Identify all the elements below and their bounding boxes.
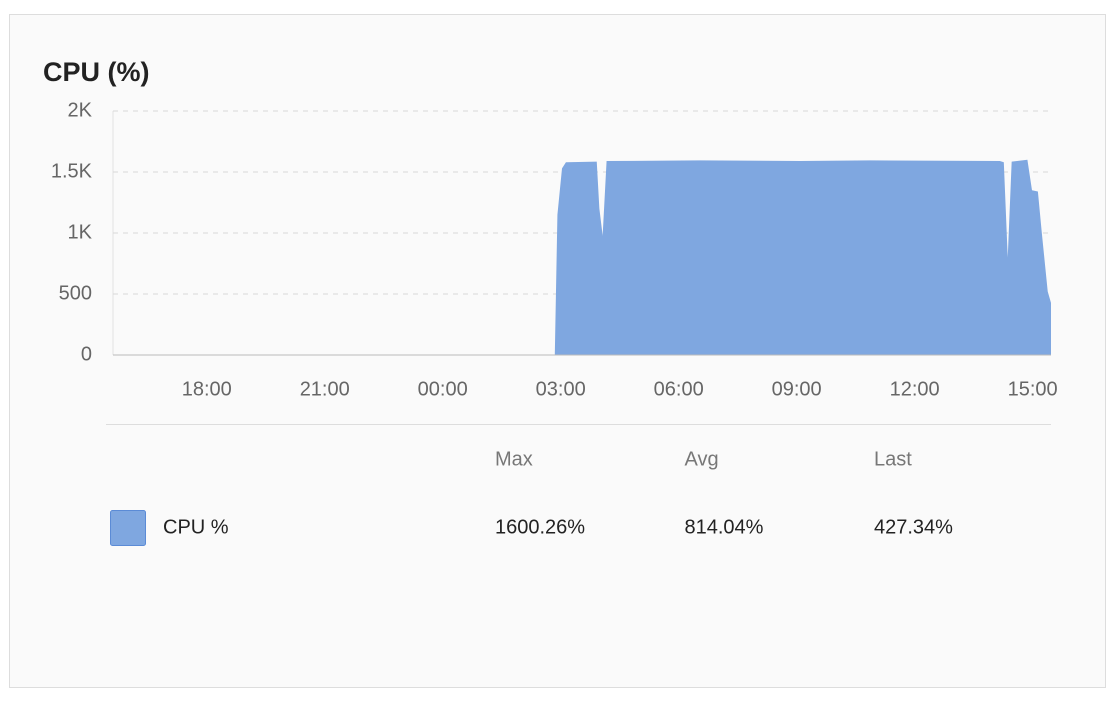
x-tick-label: 18:00 [182,378,232,400]
x-tick-label: 12:00 [890,378,940,400]
stat-value: 814.04% [685,516,764,538]
area [114,159,1052,355]
y-tick-label: 0 [81,343,92,365]
x-tick-label: 06:00 [654,378,704,400]
x-tick-label: 15:00 [1008,378,1058,400]
stat-header: Avg [685,448,719,470]
y-tick-label: 1K [68,221,93,243]
y-tick-label: 2K [68,99,93,121]
chart-title: CPU (%) [43,57,150,87]
stat-value: 1600.26% [495,516,585,538]
y-tick-label: 500 [59,282,92,304]
x-tick-label: 09:00 [772,378,822,400]
stat-header: Max [495,448,533,470]
legend-swatch [110,510,146,546]
legend-label: CPU % [163,516,229,538]
stat-value: 427.34% [874,516,953,538]
x-tick-label: 00:00 [418,378,468,400]
y-tick-label: 1.5K [51,160,93,182]
x-tick-label: 03:00 [536,378,586,400]
stat-header: Last [874,448,912,470]
x-tick-label: 21:00 [300,378,350,400]
